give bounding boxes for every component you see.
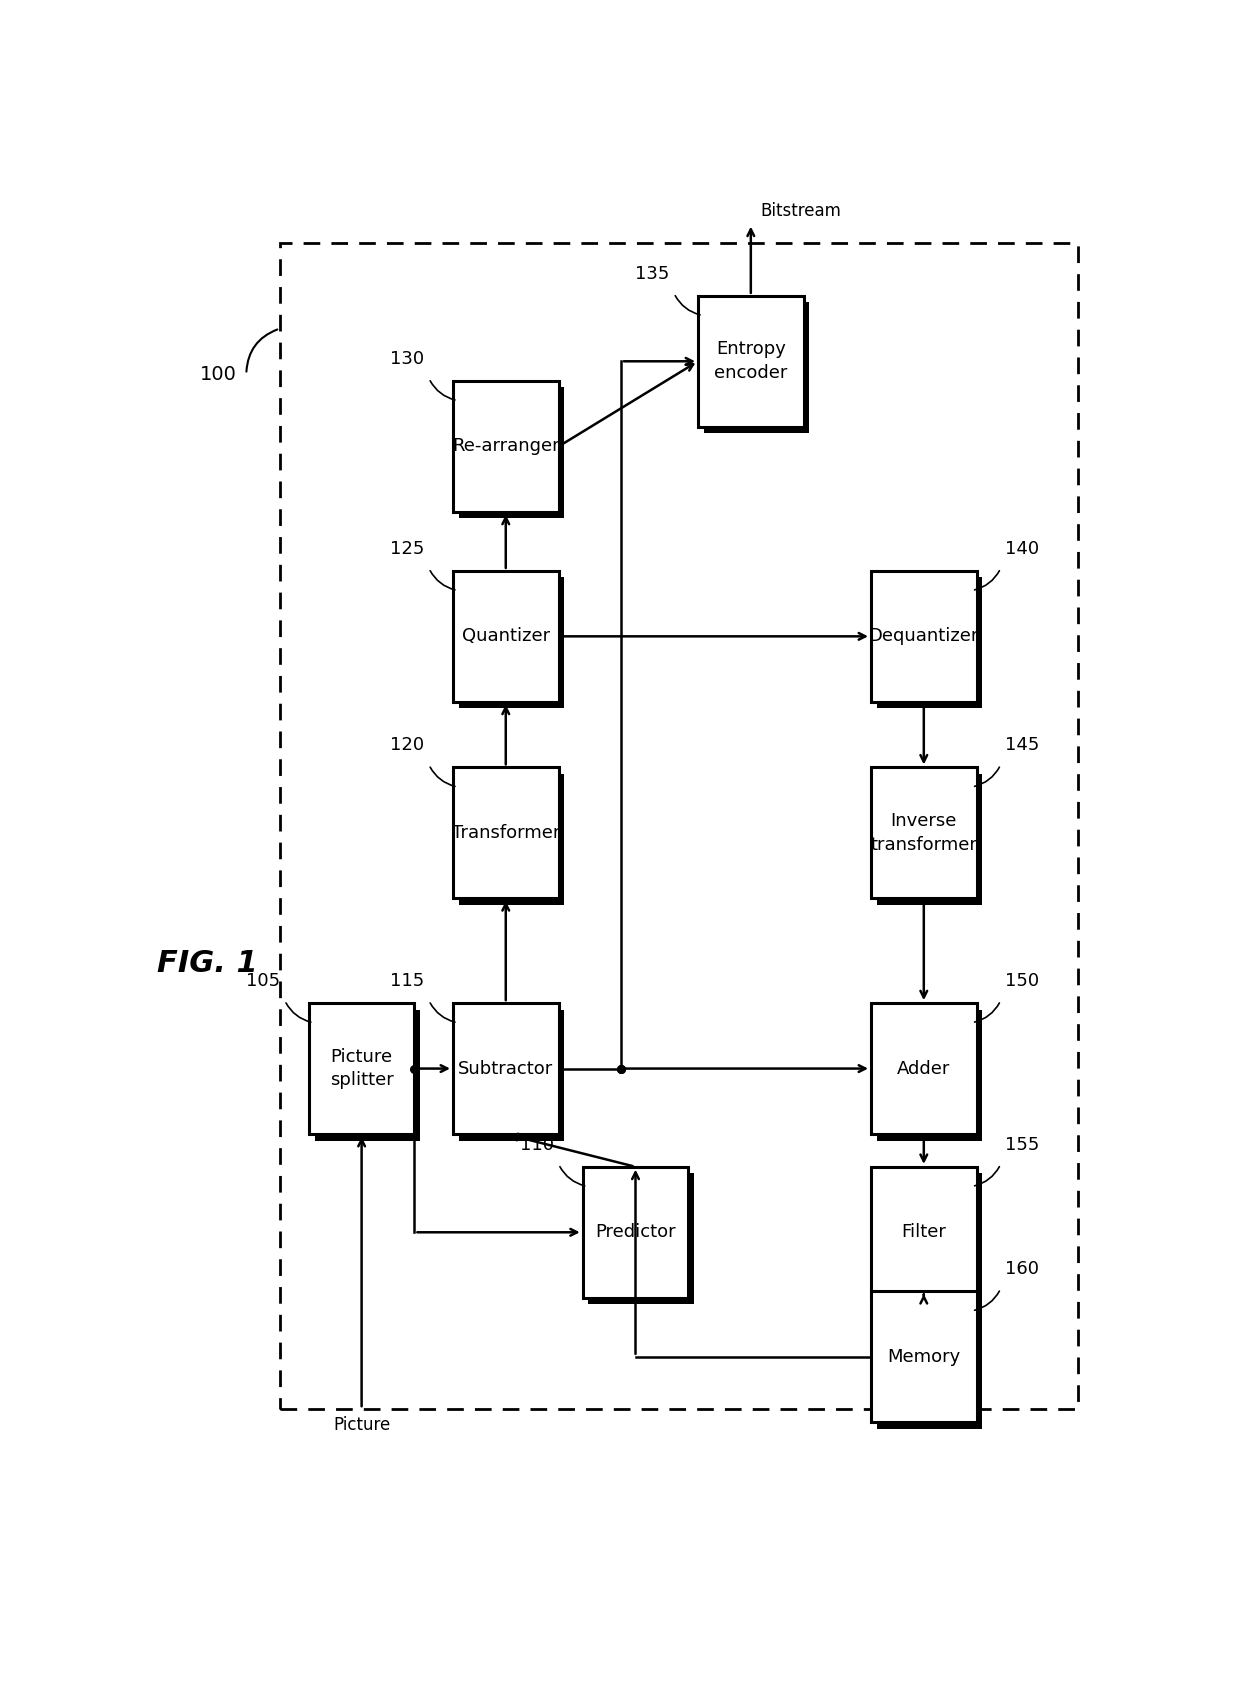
FancyBboxPatch shape bbox=[459, 388, 564, 519]
FancyBboxPatch shape bbox=[877, 774, 982, 905]
FancyBboxPatch shape bbox=[589, 1174, 694, 1305]
FancyBboxPatch shape bbox=[453, 572, 558, 703]
Text: 160: 160 bbox=[1006, 1260, 1039, 1277]
FancyBboxPatch shape bbox=[315, 1010, 420, 1141]
Text: 145: 145 bbox=[1006, 737, 1040, 754]
Text: Re-arranger: Re-arranger bbox=[451, 437, 559, 456]
FancyBboxPatch shape bbox=[459, 577, 564, 708]
FancyBboxPatch shape bbox=[698, 296, 804, 427]
Text: 120: 120 bbox=[389, 737, 424, 754]
FancyBboxPatch shape bbox=[459, 1010, 564, 1141]
Text: Dequantizer: Dequantizer bbox=[868, 628, 980, 645]
Text: 130: 130 bbox=[389, 350, 424, 367]
Text: Subtractor: Subtractor bbox=[458, 1060, 553, 1077]
Text: 155: 155 bbox=[1006, 1136, 1040, 1153]
FancyBboxPatch shape bbox=[453, 381, 558, 512]
Text: Predictor: Predictor bbox=[595, 1223, 676, 1242]
Text: 140: 140 bbox=[1006, 539, 1039, 558]
FancyBboxPatch shape bbox=[704, 303, 810, 434]
Text: 135: 135 bbox=[635, 265, 670, 282]
Text: Adder: Adder bbox=[897, 1060, 951, 1077]
Text: Picture
splitter: Picture splitter bbox=[330, 1048, 393, 1089]
Text: Filter: Filter bbox=[901, 1223, 946, 1242]
Text: 110: 110 bbox=[520, 1136, 554, 1153]
Text: Entropy
encoder: Entropy encoder bbox=[714, 340, 787, 383]
Text: Quantizer: Quantizer bbox=[461, 628, 549, 645]
FancyBboxPatch shape bbox=[877, 1174, 982, 1305]
FancyBboxPatch shape bbox=[459, 774, 564, 905]
FancyBboxPatch shape bbox=[453, 767, 558, 898]
Text: 100: 100 bbox=[200, 366, 237, 384]
FancyBboxPatch shape bbox=[877, 577, 982, 708]
Text: Bitstream: Bitstream bbox=[760, 202, 841, 219]
FancyBboxPatch shape bbox=[877, 1298, 982, 1429]
FancyBboxPatch shape bbox=[870, 1167, 977, 1298]
FancyBboxPatch shape bbox=[583, 1167, 688, 1298]
FancyBboxPatch shape bbox=[453, 1004, 558, 1135]
Text: Picture: Picture bbox=[334, 1415, 391, 1434]
FancyBboxPatch shape bbox=[870, 572, 977, 703]
Text: 125: 125 bbox=[389, 539, 424, 558]
Text: 115: 115 bbox=[389, 971, 424, 990]
Text: Memory: Memory bbox=[887, 1347, 961, 1366]
Text: FIG. 1: FIG. 1 bbox=[157, 949, 258, 978]
Text: Transformer: Transformer bbox=[451, 823, 560, 842]
FancyBboxPatch shape bbox=[309, 1004, 414, 1135]
Text: Inverse
transformer: Inverse transformer bbox=[870, 811, 977, 854]
Text: 150: 150 bbox=[1006, 971, 1039, 990]
FancyBboxPatch shape bbox=[870, 1291, 977, 1422]
Text: 105: 105 bbox=[246, 971, 280, 990]
FancyBboxPatch shape bbox=[870, 1004, 977, 1135]
FancyBboxPatch shape bbox=[870, 767, 977, 898]
FancyBboxPatch shape bbox=[877, 1010, 982, 1141]
